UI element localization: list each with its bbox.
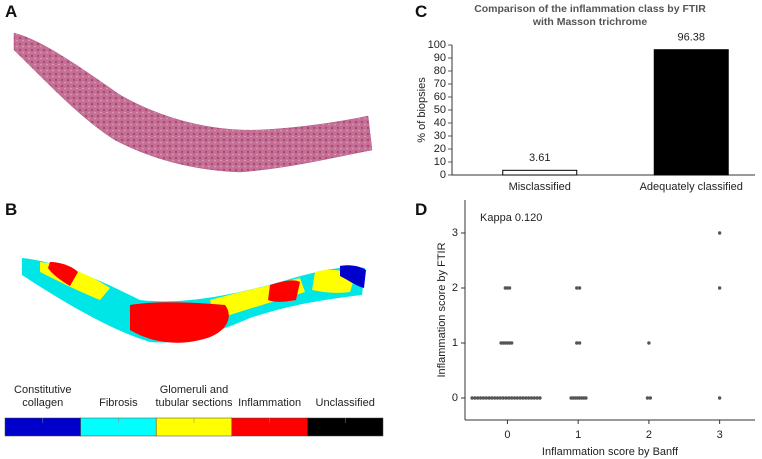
panel-label: C xyxy=(415,2,428,21)
point xyxy=(575,341,579,345)
point xyxy=(498,396,503,400)
point xyxy=(509,341,514,345)
point xyxy=(507,396,511,400)
point xyxy=(647,341,651,345)
point xyxy=(509,396,514,400)
point xyxy=(524,396,528,400)
legend-label: Glomeruli and tubular sections xyxy=(155,384,233,409)
value-label: 3.61 xyxy=(529,152,550,164)
point xyxy=(481,396,486,400)
point xyxy=(507,286,512,290)
point xyxy=(501,396,505,400)
y-tick-label: 100 xyxy=(428,39,446,51)
x-tick-label: 0 xyxy=(504,429,510,441)
point xyxy=(575,286,579,290)
y-tick-label: 70 xyxy=(434,78,446,90)
legend-label: Fibrosis xyxy=(99,397,138,409)
classification-map xyxy=(22,258,366,343)
panel-label: B xyxy=(5,200,18,219)
point xyxy=(535,396,539,400)
y-tick-label: 1 xyxy=(452,337,458,349)
value-label: 96.38 xyxy=(677,32,705,44)
legend-label: Unclassified xyxy=(315,397,375,409)
x-axis-label: Inflammation score by Banff xyxy=(542,446,679,458)
point xyxy=(495,396,500,400)
point xyxy=(518,396,522,400)
x-tick-label: 2 xyxy=(646,429,652,441)
point xyxy=(529,396,534,400)
y-axis-label: Inflammation score by FTIR xyxy=(436,242,448,377)
y-tick-label: 0 xyxy=(440,169,446,181)
panel-label: D xyxy=(415,200,428,219)
annotation: Kappa 0.120 xyxy=(480,212,542,224)
tissue-section xyxy=(13,32,373,173)
point xyxy=(512,396,517,400)
y-tick-label: 30 xyxy=(434,130,446,142)
y-tick-label: 2 xyxy=(452,282,458,294)
y-tick-label: 40 xyxy=(434,117,446,129)
point xyxy=(490,396,494,400)
chart-title: Comparison of the inflammation class by … xyxy=(474,3,706,28)
point xyxy=(504,396,508,400)
y-tick-label: 90 xyxy=(434,52,446,64)
point xyxy=(521,396,525,400)
point xyxy=(645,396,650,400)
y-tick-label: 60 xyxy=(434,91,446,103)
point xyxy=(473,396,477,400)
y-tick-label: 50 xyxy=(434,104,446,116)
point xyxy=(538,396,542,400)
point xyxy=(532,396,537,400)
point xyxy=(577,286,582,290)
y-tick-label: 10 xyxy=(434,156,446,168)
y-axis-label: % of biopsies xyxy=(416,77,428,143)
point xyxy=(478,396,483,400)
point xyxy=(470,396,474,400)
point xyxy=(515,396,520,400)
x-tick-label: 3 xyxy=(717,429,723,441)
x-tick-label: 1 xyxy=(575,429,581,441)
point xyxy=(717,286,722,290)
point xyxy=(717,231,722,235)
bar xyxy=(502,169,578,176)
point xyxy=(476,396,480,400)
point xyxy=(577,341,582,345)
point xyxy=(484,396,488,400)
bar xyxy=(653,49,729,176)
y-tick-label: 20 xyxy=(434,143,446,155)
x-tick-label: Adequately classified xyxy=(640,181,743,193)
point xyxy=(526,396,531,400)
x-tick-label: Misclassified xyxy=(509,181,571,193)
point xyxy=(493,396,497,400)
point xyxy=(487,396,491,400)
point xyxy=(584,396,588,400)
legend-label: Constitutive collagen xyxy=(14,384,72,409)
y-tick-label: 0 xyxy=(452,392,458,404)
point xyxy=(648,396,653,400)
legend-label: Inflammation xyxy=(238,397,302,409)
panel-label: A xyxy=(5,2,18,21)
point xyxy=(717,396,722,400)
y-tick-label: 3 xyxy=(452,227,458,239)
y-tick-label: 80 xyxy=(434,65,446,77)
